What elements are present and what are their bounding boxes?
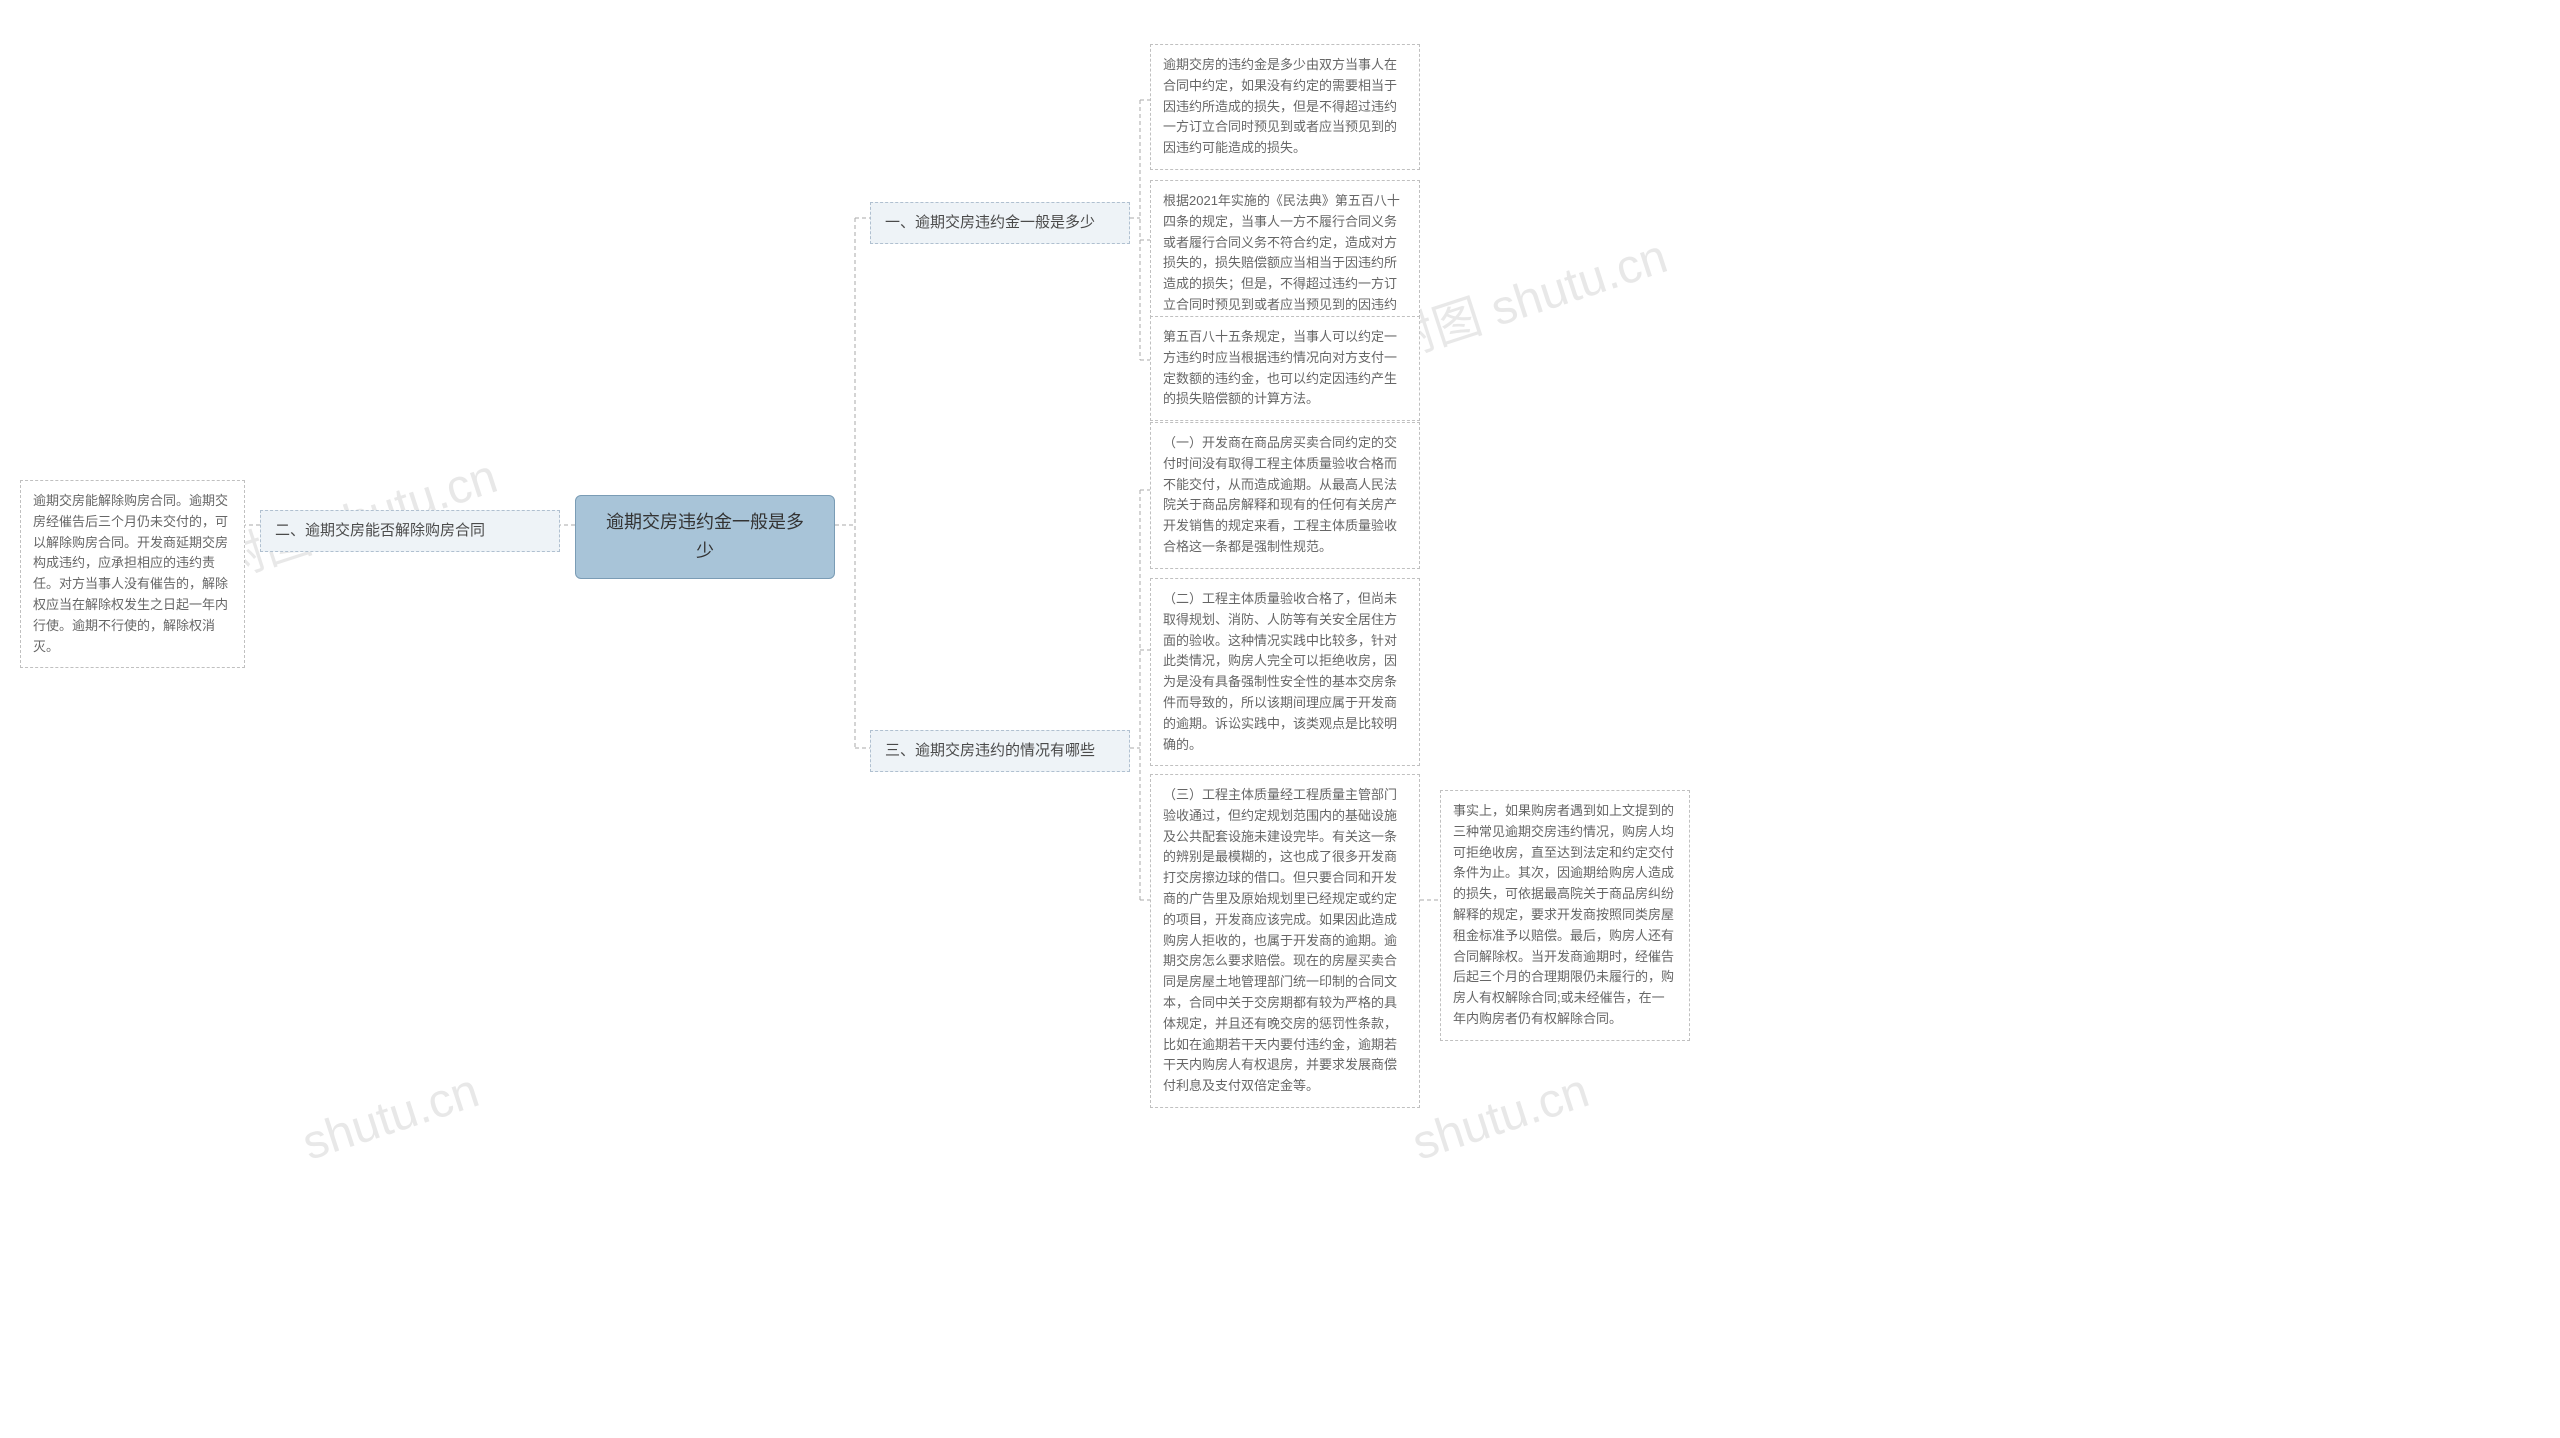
branch1-leaf-c-text: 第五百八十五条规定，当事人可以约定一方违约时应当根据违约情况向对方支付一定数额的… [1163, 329, 1397, 406]
branch3-title: 三、逾期交房违约的情况有哪些 [885, 742, 1095, 759]
branch3-leaf-c-child: 事实上，如果购房者遇到如上文提到的三种常见逾期交房违约情况，购房人均可拒绝收房，… [1440, 790, 1690, 1041]
branch1-node: 一、逾期交房违约金一般是多少 [870, 202, 1130, 244]
branch1-leaf-b-text: 根据2021年实施的《民法典》第五百八十四条的规定，当事人一方不履行合同义务或者… [1163, 193, 1400, 333]
watermark: shutu.cn [1406, 1063, 1596, 1171]
branch3-leaf-a-text: （一）开发商在商品房买卖合同约定的交付时间没有取得工程主体质量验收合格而不能交付… [1163, 435, 1397, 554]
branch3-leaf-c: （三）工程主体质量经工程质量主管部门验收通过，但约定规划范围内的基础设施及公共配… [1150, 774, 1420, 1108]
branch3-leaf-a: （一）开发商在商品房买卖合同约定的交付时间没有取得工程主体质量验收合格而不能交付… [1150, 422, 1420, 569]
branch3-node: 三、逾期交房违约的情况有哪些 [870, 730, 1130, 772]
branch1-leaf-a-text: 逾期交房的违约金是多少由双方当事人在合同中约定，如果没有约定的需要相当于因违约所… [1163, 57, 1397, 155]
branch3-leaf-b: （二）工程主体质量验收合格了，但尚未取得规划、消防、人防等有关安全居住方面的验收… [1150, 578, 1420, 766]
branch2-title: 二、逾期交房能否解除购房合同 [275, 522, 485, 539]
branch3-leaf-b-text: （二）工程主体质量验收合格了，但尚未取得规划、消防、人防等有关安全居住方面的验收… [1163, 591, 1397, 752]
branch3-leaf-c-child-text: 事实上，如果购房者遇到如上文提到的三种常见逾期交房违约情况，购房人均可拒绝收房，… [1453, 803, 1674, 1026]
watermark: shutu.cn [296, 1063, 486, 1171]
branch2-leaf-text: 逾期交房能解除购房合同。逾期交房经催告后三个月仍未交付的，可以解除购房合同。开发… [33, 493, 228, 654]
center-title: 逾期交房违约金一般是多少 [606, 512, 804, 561]
branch2-node: 二、逾期交房能否解除购房合同 [260, 510, 560, 552]
branch1-title: 一、逾期交房违约金一般是多少 [885, 214, 1095, 231]
branch1-leaf-c: 第五百八十五条规定，当事人可以约定一方违约时应当根据违约情况向对方支付一定数额的… [1150, 316, 1420, 421]
branch3-leaf-c-text: （三）工程主体质量经工程质量主管部门验收通过，但约定规划范围内的基础设施及公共配… [1163, 787, 1397, 1093]
branch2-leaf: 逾期交房能解除购房合同。逾期交房经催告后三个月仍未交付的，可以解除购房合同。开发… [20, 480, 245, 668]
watermark: 树图 shutu.cn [1376, 217, 1674, 373]
branch1-leaf-a: 逾期交房的违约金是多少由双方当事人在合同中约定，如果没有约定的需要相当于因违约所… [1150, 44, 1420, 170]
center-node: 逾期交房违约金一般是多少 [575, 495, 835, 579]
